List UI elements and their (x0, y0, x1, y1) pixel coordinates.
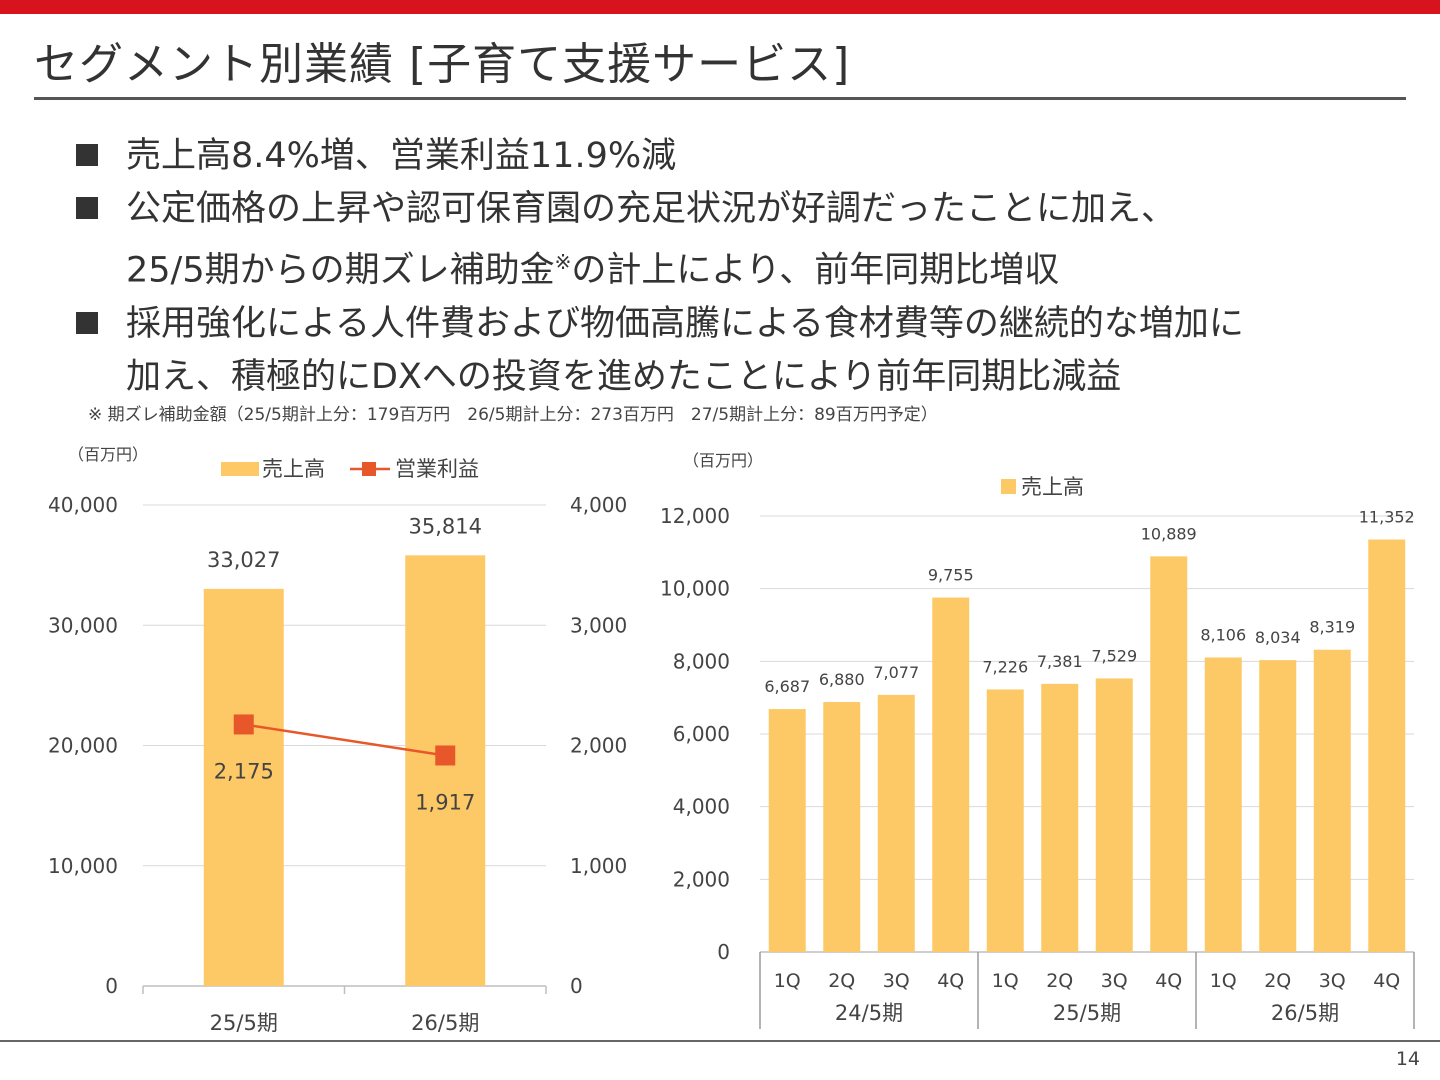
x-group-label: 24/5期 (835, 1001, 903, 1025)
line-operating-profit (243, 723, 446, 757)
x-quarter-label: 1Q (774, 970, 801, 992)
y-tick-left: 0 (105, 974, 118, 998)
bar-sales (1313, 649, 1351, 952)
bullet-item: 売上高8.4%増、営業利益11.9%減 (74, 130, 1424, 183)
bullet-text-line1: 採用強化による人件費および物価高騰による食材費等の継続的な増加に (126, 303, 1244, 344)
bar-sales (823, 702, 861, 952)
bar-sales (1095, 678, 1133, 952)
bar-data-label: 7,529 (1091, 646, 1137, 665)
x-quarter-label: 1Q (1210, 970, 1237, 992)
y-tick-left: 30,000 (48, 613, 118, 637)
y-tick: 2,000 (673, 867, 730, 891)
bar-data-label: 7,381 (1037, 652, 1083, 671)
legend-label-sales: 売上高 (1021, 475, 1084, 499)
x-quarter-label: 3Q (883, 970, 910, 992)
bullet-item: 採用強化による人件費および物価高騰による食材費等の継続的な増加に 加え、積極的に… (74, 298, 1424, 404)
bar-sales (932, 597, 970, 952)
y-tick: 4,000 (673, 795, 730, 819)
x-quarter-label: 4Q (1155, 970, 1182, 992)
bar-sales (768, 709, 806, 952)
line-marker (435, 745, 456, 766)
y-tick-left: 40,000 (48, 493, 118, 517)
bullet-text: 売上高8.4%増、営業利益11.9%減 (126, 136, 677, 176)
y-tick-right: 1,000 (570, 854, 627, 878)
quarterly-sales-chart: （百万円） 0 2,000 4,000 6,000 8,000 10,000 12,000 6,… (660, 451, 1415, 1029)
page-title: セグメント別業績 [子育て支援サービス] (34, 39, 851, 90)
y-tick: 0 (717, 940, 730, 964)
x-category-label: 25/5期 (210, 1011, 278, 1035)
bullet-item: 公定価格の上昇や認可保育園の充足状況が好調だったことに加え、 25/5期からの期… (74, 183, 1424, 298)
bar-data-label: 7,077 (873, 663, 919, 682)
bar-sales (405, 555, 486, 986)
title-divider (34, 97, 1406, 100)
legend-swatch-profit-marker (362, 462, 376, 476)
bullet-text-line1: 公定価格の上昇や認可保育園の充足状況が好調だったことに加え、 (126, 189, 1177, 229)
x-quarter-label: 2Q (1264, 970, 1291, 992)
bar-sales (1368, 539, 1406, 952)
square-bullet-icon (76, 144, 98, 166)
x-quarter-label: 2Q (1046, 970, 1073, 992)
y-tick: 12,000 (660, 504, 730, 528)
bar-sales (1204, 657, 1242, 952)
square-bullet-icon (76, 311, 98, 334)
line-data-label: 2,175 (214, 759, 274, 783)
y-tick-left: 10,000 (48, 854, 118, 878)
bar-sales (986, 689, 1024, 952)
y-tick: 8,000 (673, 649, 730, 673)
bar-data-label: 8,034 (1255, 628, 1301, 647)
top-accent-bar (0, 0, 1440, 14)
y-tick-right: 2,000 (570, 734, 627, 758)
line-marker (233, 714, 254, 735)
bar-sales (877, 694, 915, 952)
bullet-text-line2-rest: の計上により、前年同期比増収 (571, 250, 1060, 291)
bar-data-label: 6,687 (764, 677, 810, 696)
bar-sales (1041, 683, 1079, 952)
x-quarter-label: 4Q (937, 970, 964, 992)
bar-data-label: 8,319 (1309, 618, 1355, 637)
bar-data-label: 7,226 (982, 657, 1028, 676)
bullet-list: 売上高8.4%増、営業利益11.9%減 公定価格の上昇や認可保育園の充足状況が好… (74, 130, 1424, 404)
y-tick-right: 4,000 (570, 493, 627, 517)
unit-label: （百万円） (683, 451, 763, 470)
bar-data-label: 10,889 (1141, 524, 1197, 543)
bar-sales (1259, 660, 1297, 952)
x-quarter-label: 3Q (1101, 970, 1128, 992)
bullet-text-line2: 25/5期からの期ズレ補助金 (126, 250, 555, 291)
legend-label-sales: 売上高 (262, 457, 325, 481)
footnote: ※ 期ズレ補助金額（25/5期計上分：179百万円 26/5期計上分：273百万… (88, 405, 938, 425)
bar-sales (203, 588, 284, 986)
bullet-text-line2: 加え、積極的にDXへの投資を進めたことにより前年同期比減益 (126, 356, 1122, 397)
x-group-label: 25/5期 (1053, 1001, 1121, 1025)
bar-data-label: 35,814 (409, 514, 482, 538)
y-tick: 6,000 (673, 722, 730, 746)
y-tick-right: 0 (570, 974, 583, 998)
annual-sales-profit-chart: （百万円） 0 10,000 20,000 30,000 40,000 0 1,000 2,00… (48, 445, 627, 1035)
legend-swatch-sales (221, 462, 259, 476)
y-tick-right: 3,000 (570, 613, 627, 637)
y-tick: 10,000 (660, 577, 730, 601)
square-bullet-icon (76, 197, 98, 219)
legend-swatch-sales (1001, 479, 1016, 494)
legend-label-profit: 営業利益 (395, 457, 479, 481)
x-quarter-label: 4Q (1373, 970, 1400, 992)
bar-data-label: 6,880 (819, 670, 865, 689)
line-data-label: 1,917 (415, 790, 475, 814)
x-category-label: 26/5期 (411, 1011, 479, 1035)
x-group-label: 26/5期 (1271, 1001, 1339, 1025)
footnote-mark: ※ (554, 250, 572, 274)
bar-data-label: 11,352 (1359, 508, 1415, 527)
page-number: 14 (1395, 1048, 1420, 1070)
x-quarter-label: 2Q (828, 970, 855, 992)
bar-data-label: 33,027 (207, 548, 280, 572)
x-quarter-label: 3Q (1319, 970, 1346, 992)
bar-sales (1150, 556, 1188, 952)
x-quarter-label: 1Q (992, 970, 1019, 992)
bar-data-label: 8,106 (1200, 625, 1246, 644)
bar-data-label: 9,755 (928, 566, 974, 585)
footer-divider (0, 1040, 1440, 1042)
unit-label: （百万円） (68, 445, 148, 464)
y-tick-left: 20,000 (48, 734, 118, 758)
